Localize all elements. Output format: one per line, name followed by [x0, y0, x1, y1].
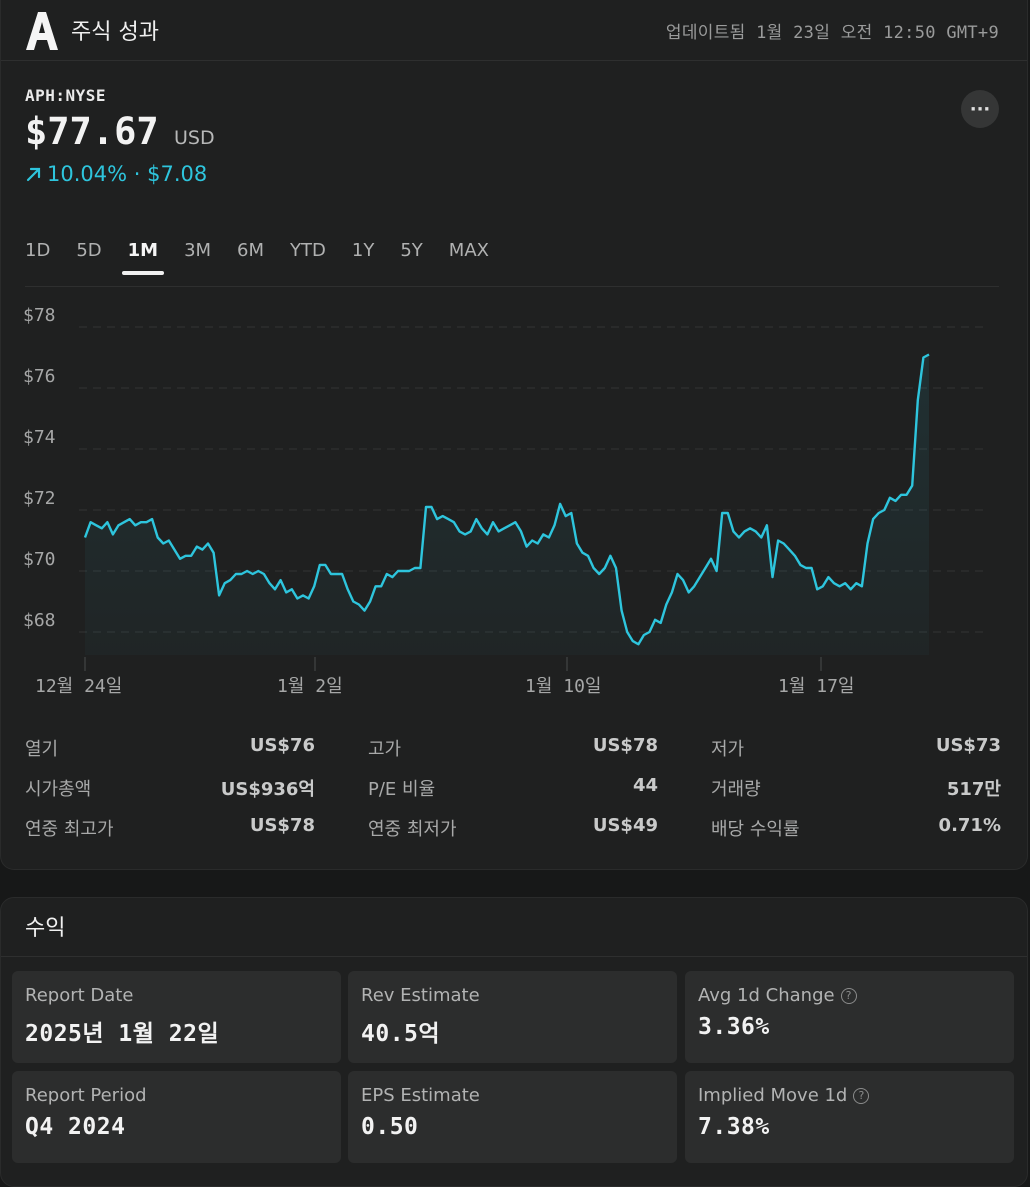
stat-row: 배당 수익률 0.71% [711, 815, 1001, 855]
stat-row: 열기 US$76 [25, 735, 315, 775]
stat-label: 배당 수익률 [711, 819, 800, 840]
tab-ytd[interactable]: YTD [290, 240, 326, 261]
metric-value: 7.38% [698, 1114, 770, 1140]
metric-label-text: Report Date [25, 985, 134, 1006]
header: 주식 성과 업데이트됨 1월 23일 오전 12:50 GMT+9 [1, 0, 1027, 61]
stat-value: US$73 [935, 735, 1001, 756]
metric-value: Q4 2024 [25, 1114, 126, 1140]
price-chart: $78 $76 $74 $72 $70 $68 12월 24일 1월 2일 1월 10일 1월 1… [23, 305, 989, 697]
stat-value: US$78 [592, 735, 658, 756]
stat-value: US$49 [592, 815, 658, 836]
updated-timestamp: 업데이트됨 1월 23일 오전 12:50 GMT+9 [665, 23, 999, 43]
metric-value: 0.50 [361, 1114, 419, 1140]
tab-5d[interactable]: 5D [76, 240, 102, 261]
metric-label: Report Period [25, 1085, 328, 1106]
metric-label-text: EPS Estimate [361, 1085, 480, 1106]
area-fill [85, 354, 929, 655]
metric-label-text: Implied Move 1d [698, 1085, 848, 1106]
stat-row: P/E 비율 44 [368, 775, 658, 815]
tab-1m[interactable]: 1M [121, 240, 165, 275]
earnings-metric: Avg 1d Change? 3.36% [685, 971, 1014, 1063]
earnings-metric: Rev Estimate 40.5억 [348, 971, 677, 1063]
stock-performance-card: 주식 성과 업데이트됨 1월 23일 오전 12:50 GMT+9 APH:NY… [0, 0, 1028, 870]
price-change: 10.04% · $7.08 [25, 162, 207, 186]
stat-label: 저가 [711, 739, 745, 760]
page-title: 주식 성과 [71, 20, 159, 45]
stat-row: 거래량 517만 [711, 775, 1001, 815]
stat-value: US$78 [249, 815, 315, 836]
earnings-metric: Report Date 2025년 1월 22일 [12, 971, 341, 1063]
stat-value: 0.71% [938, 815, 1001, 836]
y-tick-label: $76 [23, 366, 56, 387]
stat-label: 시가총액 [25, 779, 92, 800]
x-tick-label: 1월 2일 [277, 676, 343, 697]
help-icon[interactable]: ? [840, 987, 857, 1004]
tab-1y[interactable]: 1Y [351, 240, 375, 261]
range-tabs: 1D 5D 1M 3M 6M YTD 1Y 5Y MAX [25, 240, 515, 275]
tabs-divider [25, 286, 999, 287]
metric-value: 3.36% [698, 1014, 770, 1040]
y-tick-label: $78 [23, 305, 56, 326]
stat-row: 고가 US$78 [368, 735, 658, 775]
metric-label-text: Rev Estimate [361, 985, 480, 1006]
trend-up-arrow-icon [26, 167, 41, 182]
help-icon[interactable]: ? [853, 1087, 870, 1104]
metric-label: Rev Estimate [361, 985, 664, 1006]
metric-label: EPS Estimate [361, 1085, 664, 1106]
metric-label-text: Report Period [25, 1085, 147, 1106]
stat-label: 연중 최저가 [368, 819, 457, 840]
stat-row: 연중 최고가 US$78 [25, 815, 315, 855]
series-line [83, 353, 930, 646]
earnings-metric: Implied Move 1d? 7.38% [685, 1071, 1014, 1163]
earnings-title: 수익 [25, 916, 66, 941]
earnings-metric: Report Period Q4 2024 [12, 1071, 341, 1163]
logo-a-icon [26, 12, 58, 50]
x-tick-label: 1월 17일 [778, 676, 854, 697]
tab-max[interactable]: MAX [448, 240, 489, 261]
stat-label: 거래량 [711, 779, 761, 800]
metric-label: Avg 1d Change? [698, 985, 1001, 1006]
stat-label: P/E 비율 [368, 779, 436, 800]
stat-value: 517만 [946, 779, 1001, 800]
metric-value: 2025년 1월 22일 [25, 1021, 220, 1047]
y-tick-label: $68 [23, 610, 56, 631]
more-icon: ··· [969, 98, 991, 120]
earnings-divider [1, 956, 1027, 957]
stat-value: US$936억 [220, 779, 315, 800]
y-tick-label: $70 [23, 549, 56, 570]
ticker-symbol: APH:NYSE [25, 86, 107, 105]
stat-row: 저가 US$73 [711, 735, 1001, 775]
change-text: 10.04% · $7.08 [47, 162, 208, 186]
stat-label: 고가 [368, 739, 402, 760]
currency-label: USD [174, 127, 215, 149]
stat-label: 열기 [25, 739, 59, 760]
y-tick-label: $74 [23, 427, 56, 448]
y-tick-label: $72 [23, 488, 56, 509]
stat-row: 연중 최저가 US$49 [368, 815, 658, 855]
x-tick-label: 12월 24일 [35, 676, 122, 697]
earnings-card: 수익 Report Date 2025년 1월 22일 Rev Estimate 40… [0, 897, 1028, 1187]
metric-label: Report Date [25, 985, 328, 1006]
tab-3m[interactable]: 3M [184, 240, 212, 261]
earnings-metric: EPS Estimate 0.50 [348, 1071, 677, 1163]
stat-value: US$76 [249, 735, 315, 756]
stat-row: 시가총액 US$936억 [25, 775, 315, 815]
metric-label-text: Avg 1d Change [698, 985, 835, 1006]
tab-1d[interactable]: 1D [25, 240, 51, 261]
tab-5y[interactable]: 5Y [400, 240, 423, 261]
stats-grid: 열기 US$76 고가 US$78 저가 US$73 시가총액 US$936억 P/E 비율 44… [25, 735, 1001, 855]
metric-label: Implied Move 1d? [698, 1085, 1001, 1106]
metric-value: 40.5억 [361, 1021, 441, 1047]
current-price: $77.67 [25, 110, 159, 153]
more-options-button[interactable]: ··· [961, 90, 999, 128]
tab-6m[interactable]: 6M [237, 240, 265, 261]
stat-value: 44 [632, 775, 658, 796]
x-tick-label: 1월 10일 [525, 676, 601, 697]
stat-label: 연중 최고가 [25, 819, 114, 840]
